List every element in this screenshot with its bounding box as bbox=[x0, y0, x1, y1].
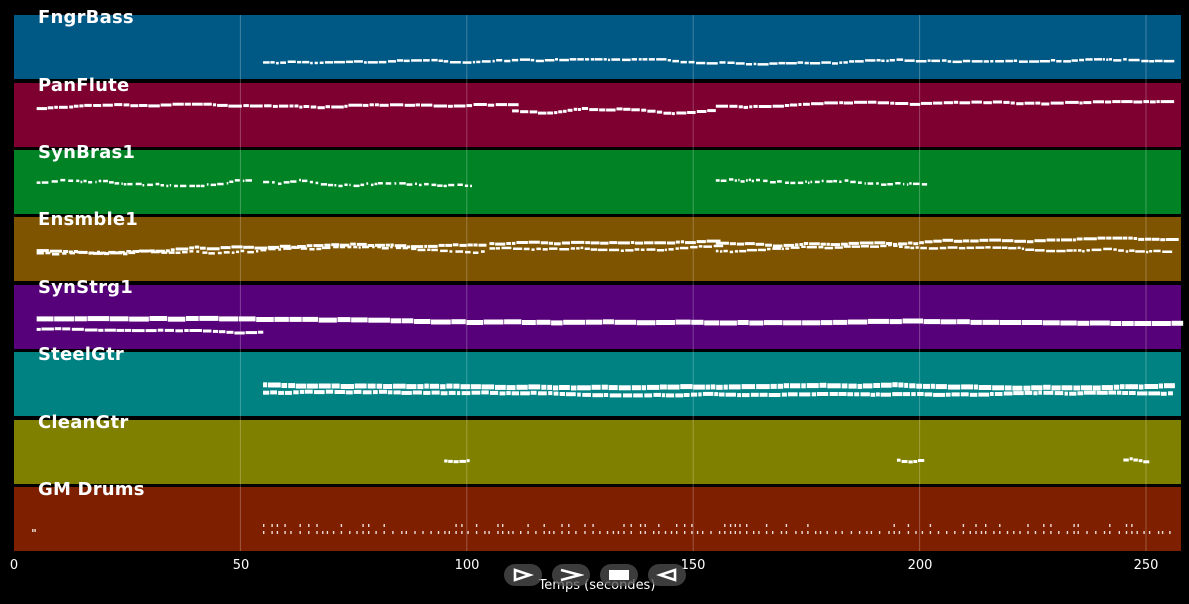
play-forward-button[interactable] bbox=[504, 564, 542, 586]
play-outline-icon bbox=[513, 568, 534, 582]
next-button[interactable] bbox=[552, 564, 590, 586]
x-tick-label: 50 bbox=[232, 558, 250, 573]
stop-icon bbox=[609, 570, 629, 580]
track-label: FngrBass bbox=[38, 7, 134, 28]
play-backward-outline-icon bbox=[656, 568, 677, 582]
x-tick-label: 0 bbox=[9, 558, 19, 573]
track-steelgtr: SteelGtr bbox=[14, 344, 1181, 416]
track-ensmble1: Ensmble1 bbox=[14, 209, 1181, 281]
track-synbras1: SynBras1 bbox=[14, 142, 1181, 214]
track-synstrg1: SynStrg1 bbox=[14, 277, 1181, 349]
x-tick-label: 100 bbox=[454, 558, 480, 573]
stop-button[interactable] bbox=[600, 564, 638, 586]
track-panflute: PanFlute bbox=[14, 75, 1181, 147]
track-label: CleanGtr bbox=[38, 412, 129, 433]
x-tick-label: 200 bbox=[907, 558, 933, 573]
track-label: Ensmble1 bbox=[38, 209, 138, 230]
x-tick-label: 150 bbox=[680, 558, 706, 573]
track-label: SteelGtr bbox=[38, 344, 125, 365]
track-label: PanFlute bbox=[38, 75, 130, 96]
track-fngrbass: FngrBass bbox=[14, 7, 1181, 79]
track-cleangtr: CleanGtr bbox=[14, 412, 1181, 484]
track-label: SynBras1 bbox=[38, 142, 136, 163]
track-label: SynStrg1 bbox=[38, 277, 133, 298]
track-label: GM Drums bbox=[38, 479, 145, 500]
chevron-right-icon bbox=[560, 568, 584, 582]
play-backward-button[interactable] bbox=[648, 564, 686, 586]
x-tick-label: 250 bbox=[1133, 558, 1159, 573]
track-gm-drums: GM Drums bbox=[14, 479, 1181, 551]
